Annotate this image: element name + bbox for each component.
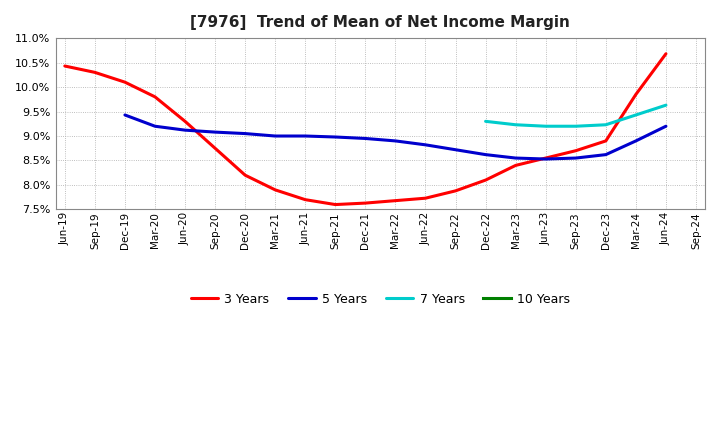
3 Years [60,63,69,69]
7 Years [541,124,550,129]
3 Years [572,148,580,154]
5 Years [150,124,159,129]
3 Years [240,172,249,178]
3 Years [451,188,460,194]
3 Years [271,187,279,193]
5 Years [662,124,670,129]
Title: [7976]  Trend of Mean of Net Income Margin: [7976] Trend of Mean of Net Income Margi… [191,15,570,30]
3 Years [391,198,400,203]
5 Years [271,133,279,139]
5 Years [240,131,249,136]
5 Years [121,112,130,117]
5 Years [601,152,610,157]
5 Years [511,155,520,161]
3 Years [481,177,490,183]
5 Years [181,128,189,133]
5 Years [301,133,310,139]
3 Years [91,70,99,75]
5 Years [421,142,430,147]
3 Years [121,80,130,85]
7 Years [572,124,580,129]
3 Years [601,138,610,143]
3 Years [631,92,640,97]
3 Years [181,119,189,124]
3 Years [331,202,340,207]
3 Years [150,94,159,99]
5 Years [631,138,640,143]
5 Years [331,134,340,139]
7 Years [662,103,670,108]
7 Years [631,112,640,117]
Line: 7 Years: 7 Years [485,105,666,126]
5 Years [451,147,460,152]
3 Years [301,197,310,202]
3 Years [421,195,430,201]
5 Years [481,152,490,157]
3 Years [662,51,670,56]
5 Years [391,138,400,143]
5 Years [541,156,550,161]
3 Years [361,201,369,206]
5 Years [572,155,580,161]
7 Years [481,119,490,124]
3 Years [541,155,550,161]
Legend: 3 Years, 5 Years, 7 Years, 10 Years: 3 Years, 5 Years, 7 Years, 10 Years [186,288,575,311]
7 Years [511,122,520,128]
3 Years [211,146,220,151]
Line: 3 Years: 3 Years [65,54,666,205]
3 Years [511,163,520,168]
7 Years [601,122,610,128]
5 Years [361,136,369,141]
Line: 5 Years: 5 Years [125,115,666,159]
5 Years [211,129,220,135]
